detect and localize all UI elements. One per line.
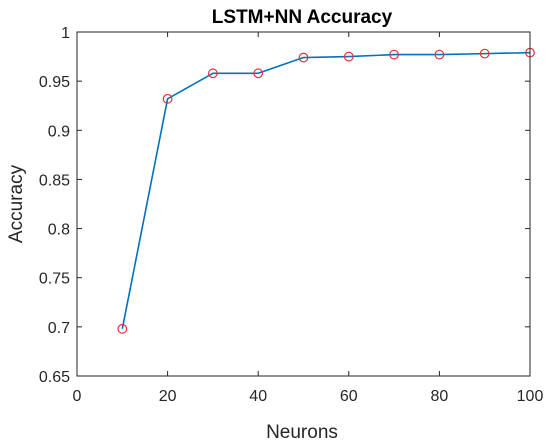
data-point-marker <box>298 52 309 63</box>
data-point-marker <box>207 68 218 79</box>
y-tick-label: 0.85 <box>39 172 70 189</box>
y-tick-label: 1 <box>61 25 70 42</box>
chart-title: LSTM+NN Accuracy <box>212 7 393 28</box>
x-tick-label: 40 <box>249 388 267 405</box>
y-tick-label: 0.65 <box>39 369 70 386</box>
y-axis-label: Accuracy <box>6 164 27 243</box>
axes-frame <box>76 31 531 377</box>
y-tick-label: 0.8 <box>48 222 70 239</box>
x-tick-label: 100 <box>517 388 544 405</box>
data-point-marker <box>117 323 128 334</box>
data-point-marker <box>343 51 354 62</box>
x-tick-label: 0 <box>73 388 82 405</box>
x-tick-label: 20 <box>159 388 177 405</box>
y-tick-label: 0.7 <box>48 320 70 337</box>
y-tick-label: 0.95 <box>39 74 70 91</box>
y-tick-label: 0.9 <box>48 123 70 140</box>
plot-area <box>77 32 530 376</box>
data-point-marker <box>162 93 173 104</box>
axes-layer: 0 20 40 60 80 100 0.65 0.7 0.75 0.8 0.85 0.9 0.95 1 <box>39 25 544 405</box>
y-tick-label: 0.75 <box>39 271 70 288</box>
data-point-marker <box>479 48 490 59</box>
series-layer <box>117 47 535 334</box>
x-axis-label: Neurons <box>266 422 338 443</box>
data-point-marker <box>434 49 445 60</box>
x-tick-label: 60 <box>340 388 358 405</box>
data-point-marker <box>253 68 264 79</box>
series-line <box>121 51 531 329</box>
x-tick-label: 80 <box>431 388 449 405</box>
data-point-marker <box>389 49 400 60</box>
